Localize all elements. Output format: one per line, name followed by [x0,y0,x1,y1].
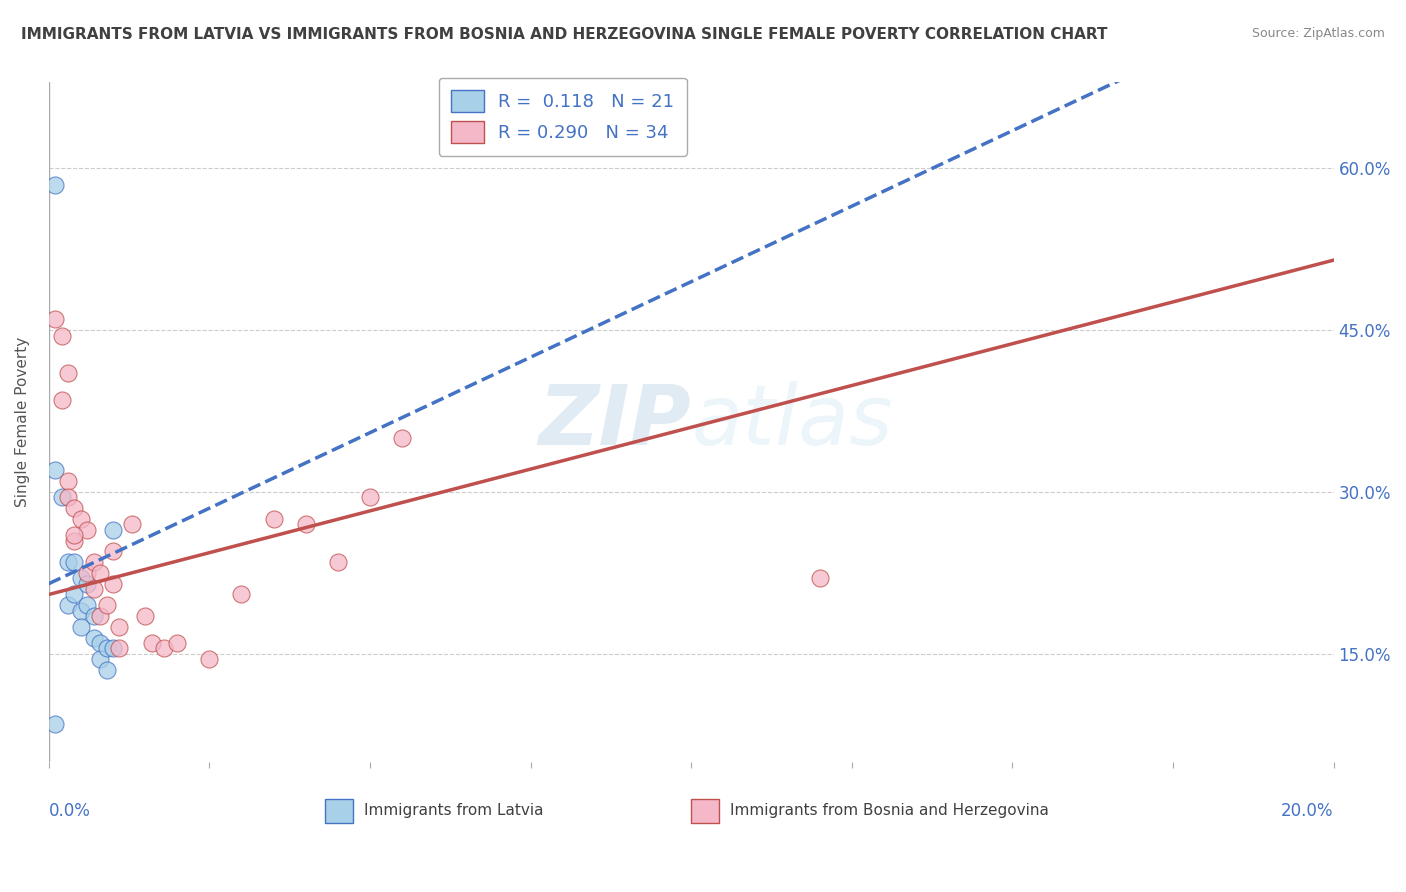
Point [76,576,98,591]
Point [89,566,111,580]
Point [96,663,118,677]
Point [56,491,79,505]
Point [44,312,66,326]
Point [56,599,79,613]
Point [51,328,73,343]
Y-axis label: Single Female Poverty: Single Female Poverty [15,337,30,507]
Point [76,566,98,580]
Point [101,544,124,558]
Point [44,178,66,192]
Point [63,528,86,542]
Point [89,652,111,666]
Point [263,512,285,526]
Point [44,717,66,731]
Point [83,582,105,596]
Point [89,636,111,650]
Point [108,641,131,656]
Point [89,609,111,624]
Text: Immigrants from Latvia: Immigrants from Latvia [364,803,543,818]
Point [76,523,98,537]
Text: atlas: atlas [692,382,893,462]
Point [391,431,413,445]
Text: IMMIGRANTS FROM LATVIA VS IMMIGRANTS FROM BOSNIA AND HERZEGOVINA SINGLE FEMALE P: IMMIGRANTS FROM LATVIA VS IMMIGRANTS FRO… [21,27,1108,42]
Point [198,652,221,666]
Point [326,555,349,569]
Text: 20.0%: 20.0% [1281,803,1334,821]
Point [70,604,93,618]
FancyBboxPatch shape [325,799,353,822]
Point [134,609,156,624]
Point [231,587,253,601]
Point [166,636,188,650]
Point [96,599,118,613]
Point [63,555,86,569]
Point [141,636,163,650]
Text: 0.0%: 0.0% [49,803,90,821]
Point [121,517,143,532]
Point [101,523,124,537]
Point [70,620,93,634]
Point [70,571,93,585]
Point [63,587,86,601]
Point [63,501,86,516]
Point [101,641,124,656]
Point [96,641,118,656]
Point [83,609,105,624]
Text: Immigrants from Bosnia and Herzegovina: Immigrants from Bosnia and Herzegovina [730,803,1049,818]
Text: ZIP: ZIP [538,382,692,462]
Point [56,555,79,569]
Point [153,641,176,656]
Point [51,393,73,408]
Point [83,631,105,645]
Point [56,367,79,381]
Point [70,512,93,526]
Point [108,620,131,634]
Point [63,533,86,548]
Text: Source: ZipAtlas.com: Source: ZipAtlas.com [1251,27,1385,40]
Point [808,571,831,585]
Point [359,491,381,505]
Legend: R =  0.118   N = 21, R = 0.290   N = 34: R = 0.118 N = 21, R = 0.290 N = 34 [439,78,686,156]
Point [76,599,98,613]
Point [101,576,124,591]
Point [294,517,316,532]
Point [44,463,66,477]
Point [51,491,73,505]
FancyBboxPatch shape [692,799,720,822]
Point [83,555,105,569]
Point [56,474,79,488]
